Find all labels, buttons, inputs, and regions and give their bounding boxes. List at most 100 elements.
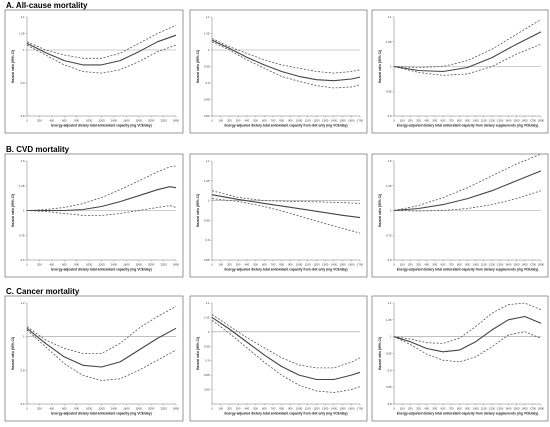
series-lower-ci bbox=[393, 331, 542, 363]
series-lower-ci bbox=[26, 329, 177, 381]
x-tick-label: 600 bbox=[262, 407, 267, 411]
x-tick-label: 1400 bbox=[505, 407, 512, 411]
x-tick-label: 1400 bbox=[505, 263, 512, 267]
x-tick-label: 800 bbox=[457, 263, 462, 267]
x-tick-label: 900 bbox=[465, 263, 470, 267]
series-lower-ci bbox=[211, 198, 361, 234]
y-tick-label: 0.9 bbox=[206, 81, 210, 85]
x-tick-label: 400 bbox=[244, 119, 249, 123]
y-axis-label: Hazard ratio (95% CI) bbox=[196, 337, 200, 370]
y-tick-label: 1 bbox=[390, 65, 392, 69]
x-tick-label: 800 bbox=[279, 407, 284, 411]
y-tick-label: 1.5 bbox=[388, 159, 392, 163]
panel-frame bbox=[371, 9, 549, 134]
x-tick-label: 0 bbox=[393, 119, 395, 123]
panel-frame bbox=[189, 295, 368, 422]
x-tick-label: 0 bbox=[26, 263, 28, 267]
x-tick-label: 200 bbox=[37, 407, 42, 411]
series-upper-ci bbox=[26, 306, 177, 354]
x-tick-label: 600 bbox=[262, 119, 267, 123]
x-tick-label: 1700 bbox=[357, 119, 364, 123]
x-tick-label: 900 bbox=[288, 119, 293, 123]
y-tick-label: 0.9 bbox=[388, 114, 392, 118]
y-tick-label: 0.8 bbox=[21, 368, 25, 372]
chart-panel: 0 100 200 300 400 500 600 700 800 900 1000 1100 1200… bbox=[371, 295, 549, 422]
x-tick-label: 300 bbox=[416, 263, 421, 267]
series-upper-ci bbox=[211, 190, 361, 204]
x-tick-label: 700 bbox=[449, 263, 454, 267]
x-tick-label: 200 bbox=[408, 263, 413, 267]
panel-frame bbox=[189, 153, 368, 278]
x-tick-label: 1100 bbox=[481, 263, 487, 267]
section-title-c: C. Cancer mortality bbox=[6, 287, 80, 296]
y-tick-label: 1.1 bbox=[206, 159, 210, 163]
y-axis-label: Hazard ratio (95% CI) bbox=[196, 194, 200, 227]
x-tick-label: 1700 bbox=[530, 407, 537, 411]
y-tick-label: 1.1 bbox=[206, 15, 210, 19]
x-tick-label: 1500 bbox=[513, 119, 520, 123]
x-tick-label: 0 bbox=[393, 407, 395, 411]
series-estimate bbox=[211, 39, 361, 82]
y-axis-label: Hazard ratio (95% CI) bbox=[378, 337, 382, 370]
y-tick-label: 0.5 bbox=[21, 258, 25, 262]
series-lower-ci bbox=[26, 44, 177, 74]
y-tick-label: 1 bbox=[23, 335, 25, 339]
x-tick-label: 700 bbox=[271, 119, 276, 123]
x-tick-label: 0 bbox=[211, 119, 213, 123]
x-tick-label: 1600 bbox=[123, 119, 130, 123]
x-tick-label: 2400 bbox=[173, 119, 180, 123]
panel-frame bbox=[4, 153, 184, 278]
x-tick-label: 1000 bbox=[473, 263, 480, 267]
y-tick-label: 1.1 bbox=[21, 15, 25, 19]
x-tick-label: 2000 bbox=[148, 263, 155, 267]
chart-panel: 0 100 200 300 400 500 600 700 800 900 1000 1100 1200… bbox=[189, 295, 368, 422]
series-estimate bbox=[26, 327, 177, 368]
x-tick-label: 1700 bbox=[530, 263, 537, 267]
panel-frame bbox=[371, 153, 549, 278]
x-tick-label: 300 bbox=[236, 119, 241, 123]
x-tick-label: 300 bbox=[416, 407, 421, 411]
y-tick-label: 0.9 bbox=[206, 238, 210, 242]
x-tick-label: 200 bbox=[227, 407, 232, 411]
x-tick-label: 1300 bbox=[322, 263, 329, 267]
x-tick-label: 2200 bbox=[160, 119, 167, 123]
x-tick-label: 1000 bbox=[473, 119, 480, 123]
x-tick-label: 1000 bbox=[296, 119, 303, 123]
x-tick-label: 1800 bbox=[538, 119, 545, 123]
x-tick-label: 1000 bbox=[86, 119, 93, 123]
x-tick-label: 1400 bbox=[111, 263, 118, 267]
x-tick-label: 2200 bbox=[160, 407, 167, 411]
x-tick-label: 600 bbox=[262, 263, 267, 267]
series-lower-ci bbox=[211, 319, 361, 393]
x-tick-label: 200 bbox=[408, 407, 413, 411]
x-tick-label: 1300 bbox=[497, 119, 504, 123]
x-axis-label: Energy-adjusted dietary total antioxidan… bbox=[51, 412, 151, 416]
x-tick-label: 100 bbox=[218, 263, 223, 267]
series-estimate bbox=[393, 31, 542, 73]
y-tick-label: 1 bbox=[208, 199, 210, 203]
y-tick-label: 1.1 bbox=[388, 15, 392, 19]
x-tick-label: 0 bbox=[211, 407, 213, 411]
series-lower-ci bbox=[393, 43, 542, 76]
series-estimate bbox=[393, 170, 542, 212]
series-estimate bbox=[211, 316, 361, 381]
y-axis-label: Hazard ratio (95% CI) bbox=[196, 50, 200, 83]
x-tick-label: 1100 bbox=[305, 263, 311, 267]
x-tick-label: 200 bbox=[227, 119, 232, 123]
panel-frame bbox=[189, 9, 368, 134]
x-tick-label: 1000 bbox=[296, 263, 303, 267]
x-tick-label: 1400 bbox=[331, 119, 338, 123]
chart-panel: 0 100 200 300 400 500 600 700 800 900 1000 1100 1200… bbox=[371, 9, 549, 134]
y-tick-label: 1 bbox=[23, 209, 25, 213]
x-tick-label: 1700 bbox=[357, 263, 364, 267]
y-axis-label: Hazard ratio (95% CI) bbox=[11, 194, 15, 227]
x-tick-label: 0 bbox=[393, 263, 395, 267]
x-tick-label: 2200 bbox=[160, 263, 167, 267]
x-tick-label: 800 bbox=[457, 119, 462, 123]
y-tick-label: 1.05 bbox=[204, 315, 210, 319]
x-axis-label: Energy-adjusted dietary total antioxidan… bbox=[224, 268, 347, 272]
x-tick-label: 1100 bbox=[481, 407, 487, 411]
x-tick-label: 600 bbox=[62, 263, 67, 267]
x-tick-label: 900 bbox=[288, 407, 293, 411]
y-tick-label: 0.8 bbox=[21, 114, 25, 118]
